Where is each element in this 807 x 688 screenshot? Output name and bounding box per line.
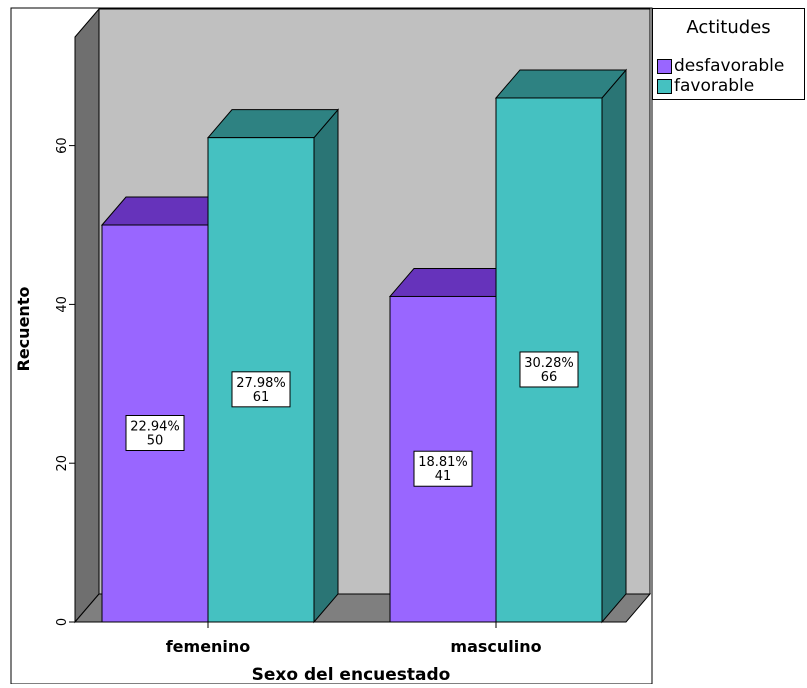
data-label-box [231, 371, 291, 408]
legend-swatch-desfavorable [657, 58, 672, 74]
legend: Actitudes desfavorable favorable [652, 8, 805, 100]
y-axis-title: Recuento [14, 287, 33, 372]
data-label-value: 66 [541, 370, 558, 385]
legend-item-favorable: favorable [657, 76, 754, 96]
side-wall [74, 7, 100, 624]
data-label-value: 50 [147, 434, 164, 449]
data-label-percent: 18.81% [418, 455, 468, 470]
y-tick-label: 0 [55, 618, 70, 626]
x-tick-label: femenino [166, 637, 251, 656]
legend-label-desfavorable: desfavorable [674, 56, 785, 76]
data-label-percent: 30.28% [524, 356, 574, 371]
data-label-box [125, 415, 185, 451]
data-label-percent: 22.94% [130, 420, 180, 435]
y-tick-label: 20 [55, 455, 70, 472]
bar-side-favorable-masculino [601, 68, 627, 624]
legend-label-favorable: favorable [674, 76, 755, 96]
data-label-percent: 27.98% [236, 376, 286, 391]
y-tick-label: 40 [55, 296, 70, 313]
x-axis-title: Sexo del encuestado [252, 665, 451, 684]
data-label-box [519, 351, 579, 388]
legend-item-desfavorable: desfavorable [657, 56, 784, 76]
bar-side-favorable-femenino [313, 108, 339, 624]
data-label-value: 61 [253, 390, 270, 405]
data-label-box [413, 450, 473, 487]
y-tick-label: 60 [55, 137, 70, 154]
legend-swatch-favorable [657, 78, 672, 94]
x-tick-label: masculino [450, 637, 541, 656]
legend-title: Actitudes [686, 17, 771, 38]
data-label-value: 41 [435, 469, 452, 484]
